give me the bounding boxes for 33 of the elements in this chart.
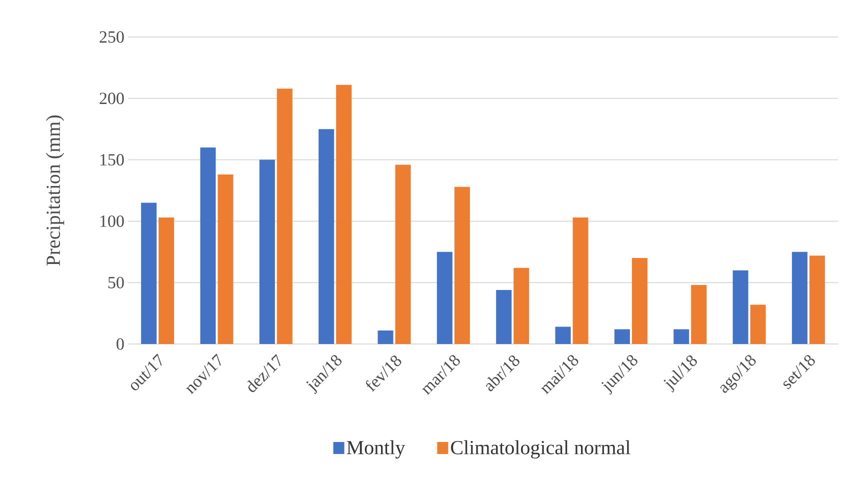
bar (674, 329, 690, 344)
bar (792, 252, 808, 344)
bar (141, 202, 157, 344)
bar (750, 304, 766, 344)
y-tick-label: 250 (100, 31, 124, 43)
legend-label: Climatological normal (451, 440, 630, 458)
bar (496, 290, 512, 344)
legend-label: Montly (346, 440, 406, 458)
bar (318, 129, 334, 344)
bar (732, 270, 748, 344)
y-tick-label: 50 (108, 276, 124, 288)
bar (218, 174, 234, 344)
bar (514, 268, 530, 344)
bar (454, 186, 470, 344)
bar (378, 330, 394, 344)
bar (158, 218, 174, 344)
bar (555, 326, 571, 344)
bar (395, 164, 411, 344)
y-tick-label: 100 (100, 215, 124, 227)
y-tick-label: 200 (100, 92, 124, 104)
bar (259, 160, 275, 344)
y-tick-label: 0 (116, 338, 124, 350)
bar (276, 88, 292, 344)
bar (572, 218, 588, 344)
bar (614, 329, 630, 344)
bar (691, 285, 707, 344)
bar (809, 256, 825, 344)
y-tick-label: 150 (100, 154, 124, 166)
bar (632, 258, 648, 344)
bar (200, 148, 216, 344)
y-axis-title: Precipitation (mm) (46, 116, 64, 266)
bar (336, 84, 352, 344)
bar (436, 252, 452, 344)
